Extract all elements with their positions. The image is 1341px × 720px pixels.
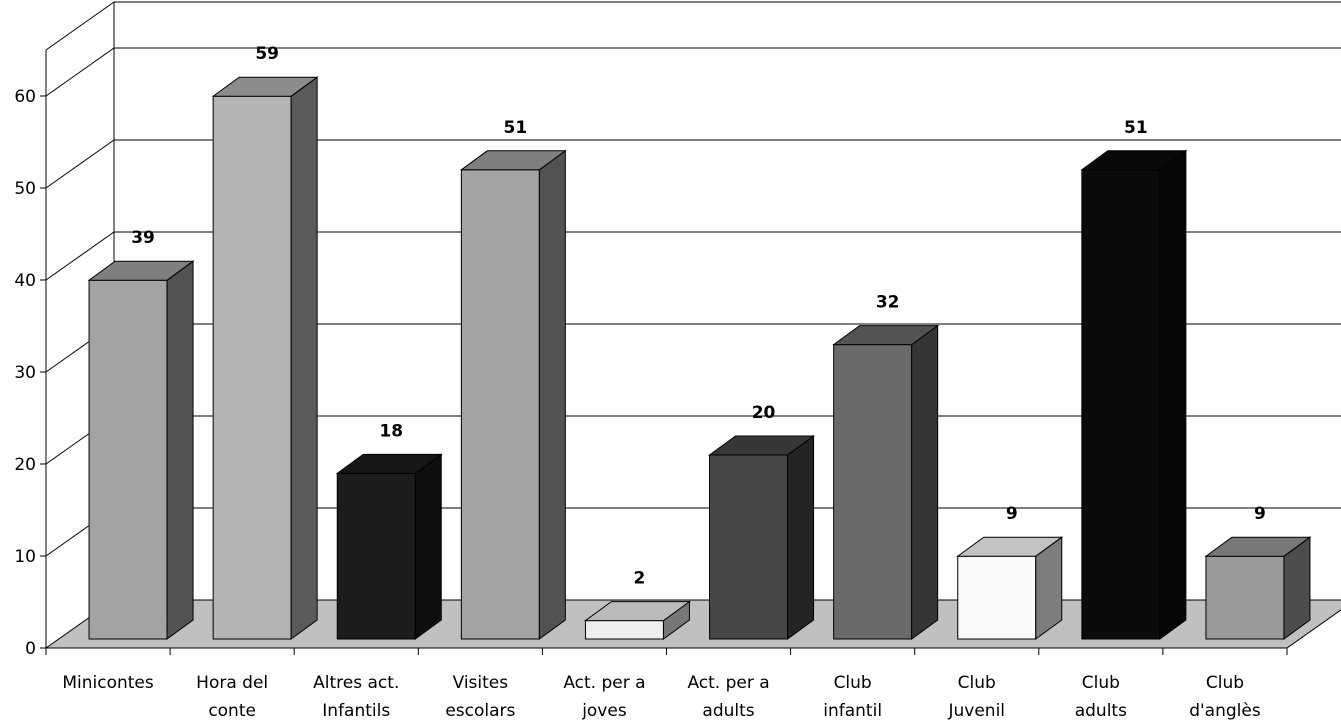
category-label-line: Visites [453,673,509,693]
category-label-line: joves [581,701,627,720]
bar-side-face [1159,149,1187,640]
bar [708,435,816,640]
data-label: 2 [634,569,646,589]
category-label-line: adults [702,701,754,720]
axes [40,50,1288,655]
category-label: Act. per a adults [687,673,769,720]
bar [1080,149,1188,640]
bar-front-face [212,95,292,640]
bar [832,324,940,640]
data-label: 32 [876,293,900,313]
y-tick-label: 0 [25,639,36,659]
data-label: 9 [1254,504,1266,524]
y-tick-label: 50 [14,179,36,199]
bar-top-face [1204,536,1312,557]
category-label-line: Infantils [322,701,390,720]
bar-side-face [290,76,318,640]
category-label-line: Act. per a [563,673,645,693]
data-label: 39 [131,228,155,248]
data-label: 18 [379,421,403,441]
category-label-line: Altres act. [313,673,399,693]
category-label-line: Juvenil [947,701,1005,720]
category-label-line: Club [958,673,996,693]
gridline [45,47,1341,97]
bar-front-face [833,344,913,640]
labels: 0 10 20 30 40 50 60 39 Minicontes 59 Hora del conte… [14,44,1266,720]
bar-top-face [832,325,940,346]
category-label: Club d'anglès [1189,673,1261,720]
bar-top-face [583,601,691,622]
category-label-line: escolars [445,701,515,720]
bar-top-face [335,453,443,474]
bar-front-face [460,169,540,640]
bar-side-face [414,453,442,640]
category-label: Club Juvenil [947,673,1005,720]
category-label-line: Club [1082,673,1120,693]
bar-top-face [1080,150,1188,171]
category-label-line: Hora del [196,673,268,693]
gridline [45,139,1341,189]
category-label: Visites escolars [445,673,515,720]
bar-front-face [957,555,1037,640]
bar-top-face [87,260,195,281]
category-label: Club adults [1075,673,1127,720]
bar [1204,536,1312,640]
bars [87,76,1312,640]
category-label-line: conte [208,701,256,720]
y-tick-label: 10 [14,547,36,567]
y-tick-label: 60 [14,87,36,107]
category-label: Act. per a joves [563,673,645,720]
category-label-line: d'anglès [1189,701,1261,720]
bar [335,453,443,640]
category-label-line: Club [1206,673,1244,693]
category-label: Hora del conte [196,673,268,720]
bar [211,76,319,640]
category-label: Altres act. Infantils [313,673,399,720]
bar [583,600,691,640]
category-label: Club infantil [823,673,882,720]
bar-side-face [538,149,566,640]
data-label: 51 [504,118,528,138]
data-label: 59 [255,44,279,64]
bar-front-face [1081,169,1161,640]
category-label-line: Act. per a [687,673,769,693]
category-label-line: infantil [823,701,882,720]
bar-top-face [211,76,319,97]
category-label-line: adults [1075,701,1127,720]
side-wall-top-edge [45,1,115,51]
category-label-line: Club [834,673,872,693]
y-tick-label: 30 [14,363,36,383]
bar-top-face [459,150,567,171]
bar [459,149,567,640]
bar [956,536,1064,640]
gridline [45,231,1341,281]
bar-side-face [911,324,939,640]
data-label: 9 [1006,504,1018,524]
bar-front-face [584,620,664,640]
bar-front-face [336,472,416,640]
category-label-line: Minicontes [62,673,154,693]
y-tick-label: 40 [14,271,36,291]
bar-front-face [709,454,789,640]
bar-top-face [708,435,816,456]
bar [87,260,195,640]
data-label: 20 [752,403,776,423]
bar-front-face [1205,555,1285,640]
y-tick-label: 20 [14,455,36,475]
bar-side-face [166,260,194,640]
bar-side-face [787,435,815,640]
bar-front-face [88,279,168,640]
bar-top-face [956,536,1064,557]
data-label: 51 [1124,118,1148,138]
category-label: Minicontes [62,673,154,693]
